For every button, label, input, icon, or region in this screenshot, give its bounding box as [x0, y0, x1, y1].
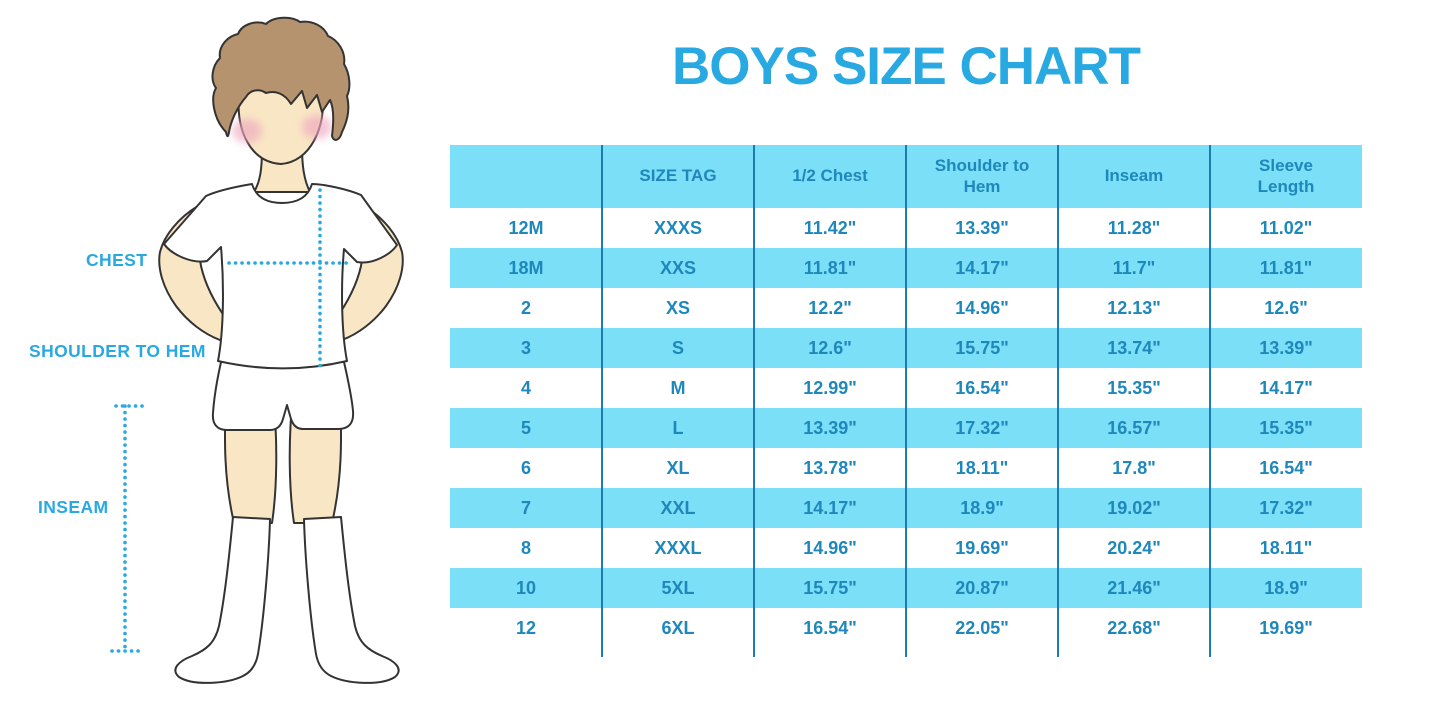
cell-shoulder_to_hem: 15.75" — [955, 337, 1009, 358]
size-table-body: 12M XXXS 11.42" 13.39" 11.28" 11.02" 18M XXS 11.… — [450, 208, 1362, 648]
cell-shoulder_to_hem: 22.05" — [955, 617, 1009, 638]
cell-size: 18M — [508, 257, 544, 278]
cell-size: 10 — [515, 577, 537, 598]
header-cell-size — [450, 145, 602, 208]
cell-size: 2 — [520, 297, 531, 318]
cell-size: 12M — [508, 217, 544, 238]
cell-tag: M — [670, 377, 686, 398]
cell-sleeve: 17.32" — [1259, 497, 1313, 518]
boy-shirt — [163, 183, 398, 370]
header-cell-size-tag: SIZE TAG — [639, 166, 717, 186]
cell-chest: 12.6" — [808, 337, 852, 358]
cell-shoulder_to_hem: 13.39" — [955, 217, 1009, 238]
table-row: 12 6XL 16.54" 22.05" 22.68" 19.69" — [450, 608, 1362, 648]
cell-chest: 13.78" — [803, 457, 857, 478]
cell-tag: S — [671, 337, 684, 358]
shoulder-to-hem-label: SHOULDER TO HEM — [29, 341, 206, 361]
table-row: 6 XL 13.78" 18.11" 17.8" 16.54" — [450, 448, 1362, 488]
cell-inseam: 12.13" — [1107, 297, 1161, 318]
cell-inseam: 22.68" — [1107, 617, 1161, 638]
cell-size: 7 — [520, 497, 531, 518]
cell-tag: XXL — [660, 497, 696, 518]
table-row: 2 XS 12.2" 14.96" 12.13" 12.6" — [450, 288, 1362, 328]
cell-sleeve: 14.17" — [1259, 377, 1313, 398]
table-row: 4 M 12.99" 16.54" 15.35" 14.17" — [450, 368, 1362, 408]
boy-cheek-right — [302, 115, 332, 139]
cell-sleeve: 12.6" — [1264, 297, 1308, 318]
cell-shoulder_to_hem: 18.9" — [960, 497, 1004, 518]
table-row: 7 XXL 14.17" 18.9" 19.02" 17.32" — [450, 488, 1362, 528]
table-row: 10 5XL 15.75" 20.87" 21.46" 18.9" — [450, 568, 1362, 608]
cell-shoulder_to_hem: 17.32" — [955, 417, 1009, 438]
cell-chest: 16.54" — [803, 617, 857, 638]
cell-size: 12 — [515, 617, 537, 638]
cell-tag: XXXS — [653, 217, 703, 238]
header-cell-shoulder-to-hem: Shoulder to Hem — [934, 156, 1030, 196]
cell-tag: XL — [666, 457, 690, 478]
chest-label: CHEST — [86, 250, 148, 270]
cell-shoulder_to_hem: 14.96" — [955, 297, 1009, 318]
boy-shorts — [211, 361, 355, 431]
cell-shoulder_to_hem: 19.69" — [955, 537, 1009, 558]
cell-chest: 13.39" — [803, 417, 857, 438]
cell-chest: 11.42" — [803, 217, 857, 238]
cell-inseam: 11.28" — [1107, 217, 1161, 238]
cell-inseam: 11.7" — [1112, 257, 1156, 278]
table-row: 12M XXXS 11.42" 13.39" 11.28" 11.02" — [450, 208, 1362, 248]
cell-sleeve: 19.69" — [1259, 617, 1313, 638]
cell-chest: 11.81" — [803, 257, 857, 278]
inseam-label: INSEAM — [38, 497, 109, 517]
cell-inseam: 16.57" — [1107, 417, 1161, 438]
cell-tag: XXXL — [654, 537, 702, 558]
boy-illustration — [110, 16, 404, 684]
table-row: 3 S 12.6" 15.75" 13.74" 13.39" — [450, 328, 1362, 368]
cell-sleeve: 11.02" — [1259, 217, 1313, 238]
cell-tag: XS — [665, 297, 690, 318]
boy-cheek-left — [232, 119, 262, 143]
page-title: BOYS SIZE CHART — [672, 37, 1141, 96]
cell-sleeve: 11.81" — [1259, 257, 1313, 278]
cell-inseam: 15.35" — [1107, 377, 1161, 398]
table-header-row: SIZE TAG 1/2 Chest Shoulder to Hem Insea… — [450, 145, 1362, 208]
cell-chest: 12.2" — [808, 297, 852, 318]
table-row: 8 XXXL 14.96" 19.69" 20.24" 18.11" — [450, 528, 1362, 568]
cell-inseam: 13.74" — [1107, 337, 1161, 358]
cell-inseam: 17.8" — [1112, 457, 1156, 478]
boy-hair — [211, 16, 351, 141]
cell-inseam: 20.24" — [1107, 537, 1161, 558]
header-cell-half-chest: 1/2 Chest — [792, 166, 868, 186]
cell-shoulder_to_hem: 14.17" — [955, 257, 1009, 278]
cell-size: 3 — [520, 337, 531, 358]
cell-shoulder_to_hem: 18.11" — [955, 457, 1009, 478]
table-row: 18M XXS 11.81" 14.17" 11.7" 11.81" — [450, 248, 1362, 288]
cell-size: 8 — [520, 537, 531, 558]
cell-sleeve: 13.39" — [1259, 337, 1313, 358]
cell-sleeve: 18.11" — [1259, 537, 1313, 558]
cell-tag: L — [672, 417, 684, 438]
cell-shoulder_to_hem: 16.54" — [955, 377, 1009, 398]
boy-sock-left — [174, 516, 271, 684]
table-row: 5 L 13.39" 17.32" 16.57" 15.35" — [450, 408, 1362, 448]
cell-shoulder_to_hem: 20.87" — [955, 577, 1009, 598]
cell-tag: 5XL — [661, 577, 695, 598]
cell-size: 4 — [520, 377, 531, 398]
size-table: SIZE TAG 1/2 Chest Shoulder to Hem Insea… — [450, 145, 1362, 657]
header-cell-inseam: Inseam — [1104, 166, 1164, 186]
cell-chest: 15.75" — [803, 577, 857, 598]
cell-sleeve: 15.35" — [1259, 417, 1313, 438]
cell-tag: XXS — [659, 257, 697, 278]
cell-inseam: 21.46" — [1107, 577, 1161, 598]
cell-size: 6 — [520, 457, 531, 478]
cell-sleeve: 16.54" — [1259, 457, 1313, 478]
cell-chest: 14.17" — [803, 497, 857, 518]
cell-tag: 6XL — [661, 617, 695, 638]
cell-chest: 14.96" — [803, 537, 857, 558]
cell-inseam: 19.02" — [1107, 497, 1161, 518]
cell-chest: 12.99" — [803, 377, 857, 398]
cell-size: 5 — [520, 417, 531, 438]
header-cell-sleeve-length: Sleeve Length — [1257, 156, 1315, 196]
cell-sleeve: 18.9" — [1264, 577, 1308, 598]
boy-sock-right — [303, 516, 400, 684]
